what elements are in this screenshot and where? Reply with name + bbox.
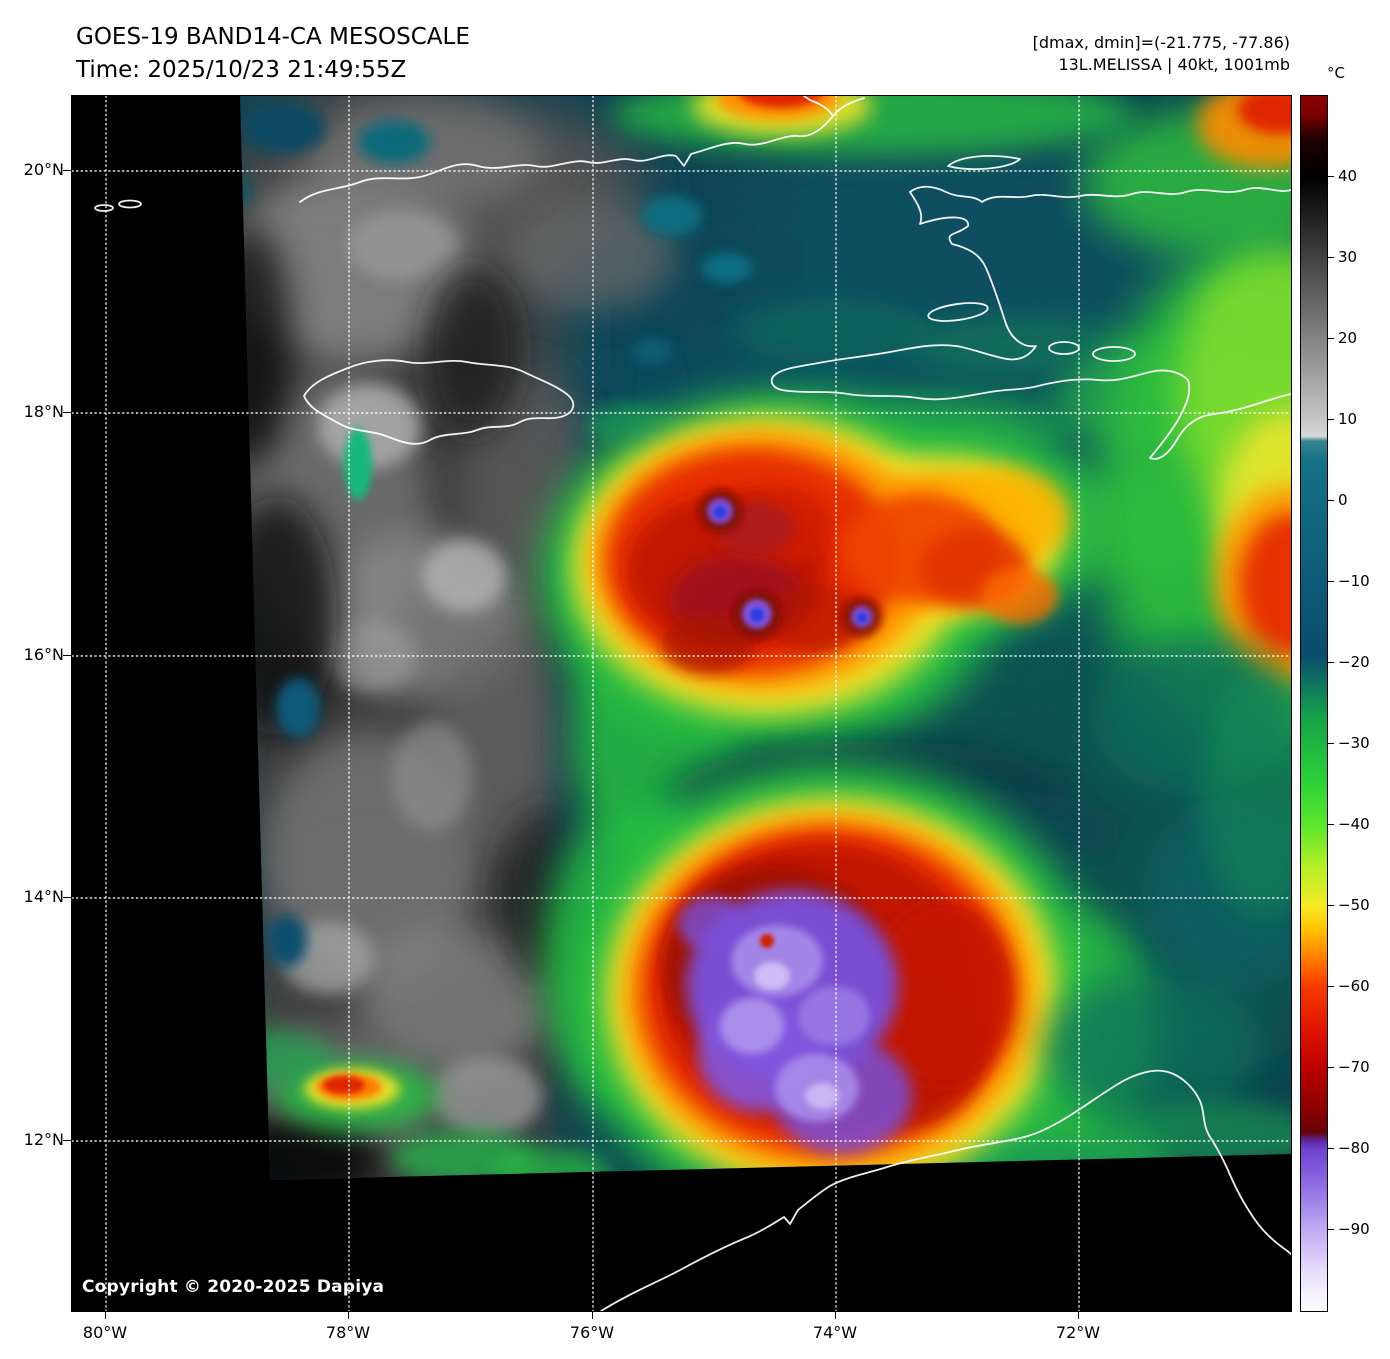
cuba-top-convection — [612, 96, 1132, 156]
cuba-coastline — [299, 97, 865, 203]
colorbar-tick — [1328, 743, 1334, 744]
jamaica-coastline — [303, 359, 575, 445]
lon-label-80w: 80°W — [82, 1323, 128, 1342]
coastlines — [94, 96, 1291, 1311]
ir-imagery — [240, 96, 1291, 1180]
colorbar-tick — [1328, 257, 1334, 258]
colorbar-tick — [1328, 176, 1334, 177]
colorbar-label-n10: −10 — [1338, 572, 1370, 590]
lon-tick — [592, 1312, 593, 1319]
storm-south-lobe — [543, 764, 1167, 1180]
colorbar-tick — [1328, 1067, 1334, 1068]
timestamp: Time: 2025/10/23 21:49:55Z — [76, 57, 407, 83]
cayman-cay-west — [94, 204, 114, 212]
dmax-dmin-readout: [dmax, dmin]=(-21.775, -77.86) — [1032, 33, 1290, 52]
colorbar-label-30: 30 — [1338, 248, 1358, 266]
lon-label-74w: 74°W — [812, 1323, 858, 1342]
colorbar-tick — [1328, 1148, 1334, 1149]
satellite-image — [72, 96, 1291, 1311]
lat-label-12n: 12°N — [23, 1130, 64, 1149]
cayman-cay-east — [118, 199, 142, 209]
colorbar-label-10: 10 — [1338, 410, 1358, 428]
gonave-island — [927, 302, 989, 322]
colorbar-tick — [1328, 581, 1334, 582]
hispaniola-west-south-coastline — [770, 191, 1291, 460]
colorbar-label-n30: −30 — [1338, 734, 1370, 752]
cuba-north-coastline — [803, 96, 834, 117]
lat-label-20n: 20°N — [23, 160, 64, 179]
lon-label-78w: 78°W — [325, 1323, 371, 1342]
colorbar-label-n90: −90 — [1338, 1220, 1370, 1238]
colorbar-label-n60: −60 — [1338, 977, 1370, 995]
colorbar-tick — [1328, 905, 1334, 906]
lat-tick — [63, 897, 71, 898]
copyright-watermark: Copyright © 2020-2025 Dapiya — [82, 1277, 385, 1297]
graticule-gridlines — [72, 96, 1291, 1311]
colorbar-tick — [1328, 338, 1334, 339]
lat-tick — [63, 170, 71, 171]
colorbar-tick — [1328, 1229, 1334, 1230]
hispaniola-north-coastline — [909, 185, 1291, 203]
lat-tick — [63, 412, 71, 413]
tortuga-island — [947, 155, 1021, 170]
lake-azuei — [1048, 341, 1080, 355]
colorbar-label-n50: −50 — [1338, 896, 1370, 914]
lon-tick — [105, 1312, 106, 1319]
map-plot-area: Copyright © 2020-2025 Dapiya — [71, 95, 1292, 1312]
colorbar-tick — [1328, 500, 1334, 501]
colorbar-label-n70: −70 — [1338, 1058, 1370, 1076]
colorbar-label-n20: −20 — [1338, 653, 1370, 671]
colorbar-tick — [1328, 662, 1334, 663]
colorbar-label-n40: −40 — [1338, 815, 1370, 833]
colorbar-tick — [1328, 824, 1334, 825]
lon-tick — [348, 1312, 349, 1319]
lon-label-72w: 72°W — [1055, 1323, 1101, 1342]
lake-enriquillo — [1092, 346, 1136, 362]
lat-tick — [63, 1140, 71, 1141]
southeast-mottling — [1042, 636, 1291, 1171]
lat-label-18n: 18°N — [23, 402, 64, 421]
lat-label-14n: 14°N — [23, 887, 64, 906]
lat-label-16n: 16°N — [23, 645, 64, 664]
colorbar-label-20: 20 — [1338, 329, 1358, 347]
storm-north-lobe — [542, 396, 1102, 956]
colorbar-label-n80: −80 — [1338, 1139, 1370, 1157]
lon-tick — [1078, 1312, 1079, 1319]
colorbar-label-40: 40 — [1338, 167, 1358, 185]
lat-tick — [63, 655, 71, 656]
colorbar-tick — [1328, 419, 1334, 420]
south-america-coastline — [600, 1069, 1291, 1311]
east-edge-convection — [1082, 96, 1291, 746]
colorbar-label-0: 0 — [1338, 491, 1348, 509]
page-title: GOES-19 BAND14-CA MESOSCALE — [76, 24, 470, 50]
storm-info: 13L.MELISSA | 40kt, 1001mb — [1058, 55, 1290, 74]
lon-tick — [835, 1312, 836, 1319]
colorbar-unit-label: °C — [1327, 64, 1345, 82]
temperature-colorbar — [1300, 95, 1328, 1312]
colorbar-tick — [1328, 986, 1334, 987]
lon-label-76w: 76°W — [569, 1323, 615, 1342]
